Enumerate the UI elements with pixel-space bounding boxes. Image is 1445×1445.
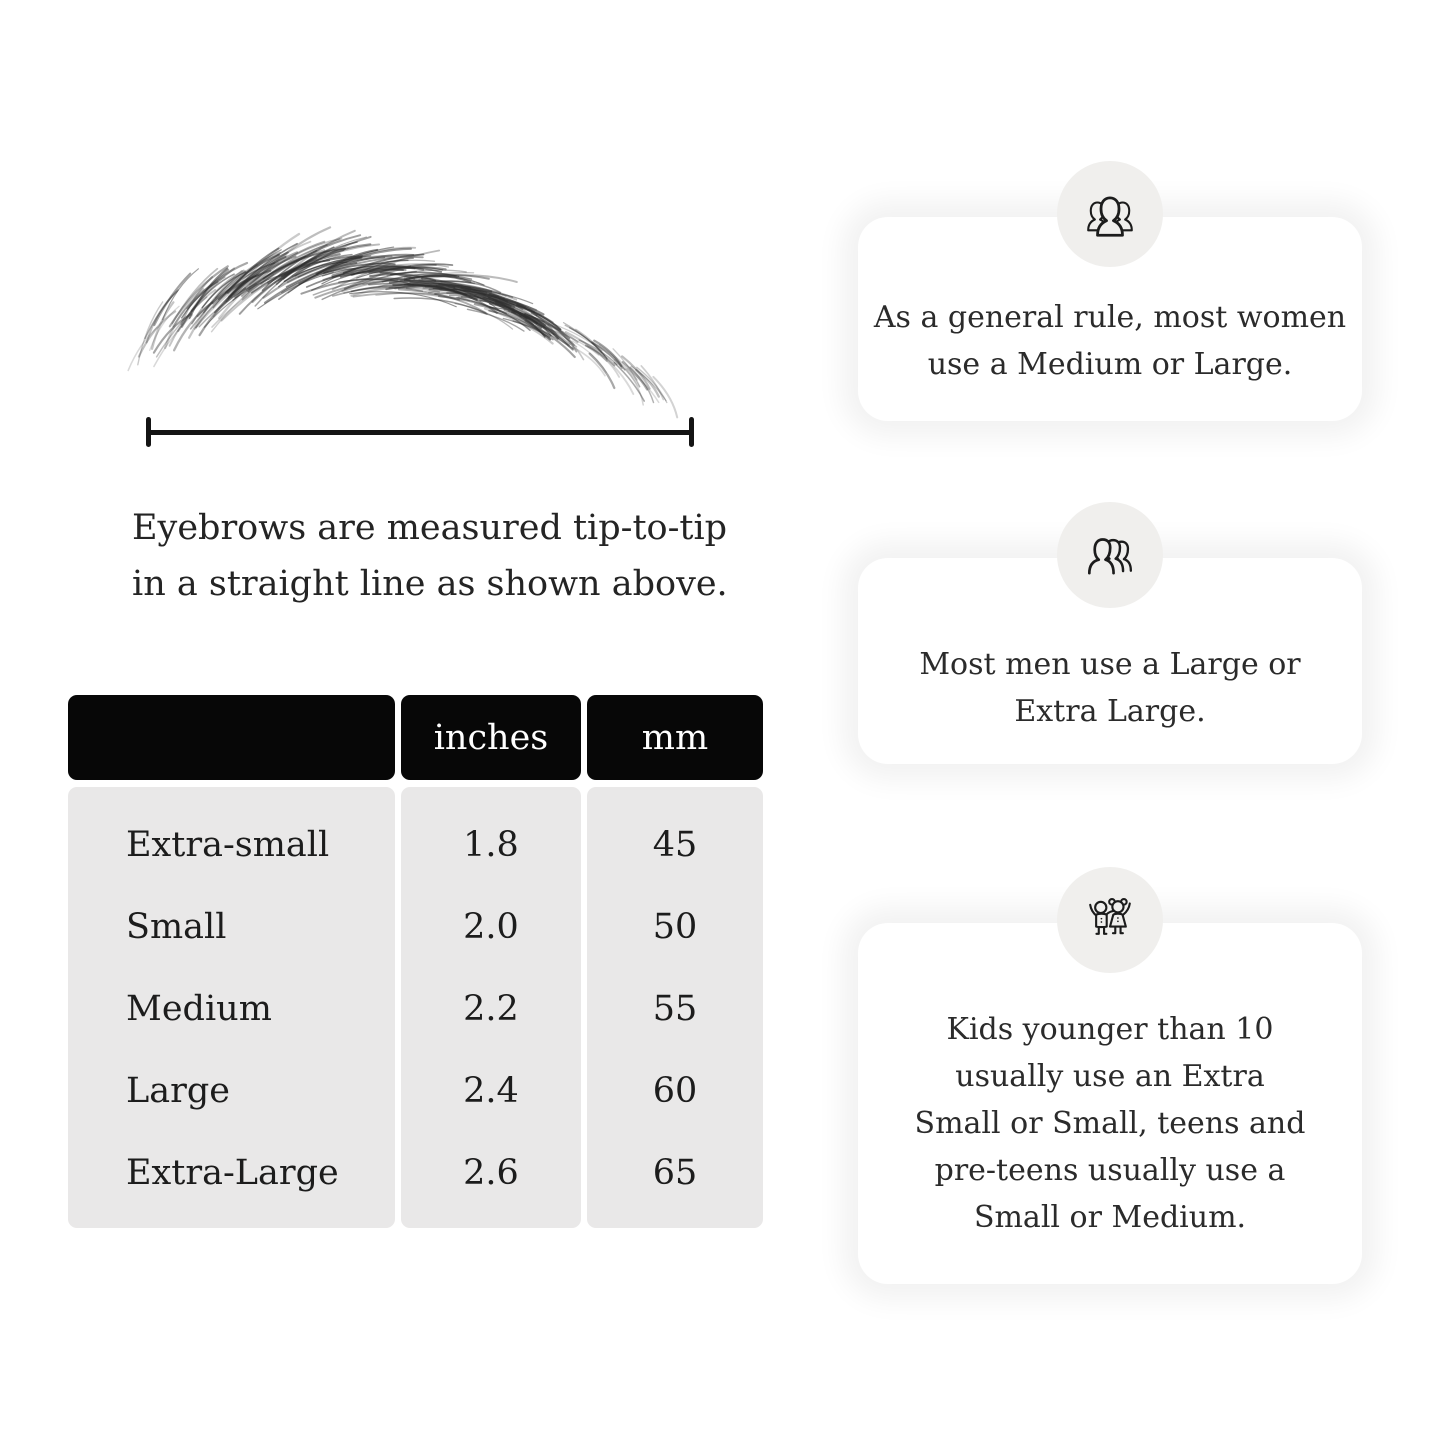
icon-circle [1057, 502, 1163, 608]
table-body-column-mm [587, 787, 763, 1228]
table-header-size [68, 695, 395, 780]
brow-hair-strokes [127, 226, 679, 419]
men-group-icon [1087, 538, 1133, 575]
tip-line: Small or Medium. [973, 1200, 1247, 1235]
size-label: Large [126, 1071, 230, 1111]
tip-card-men: Most men use a Large or Extra Large. [858, 502, 1362, 764]
table-header-inches: inches [401, 695, 581, 780]
mm-value: 45 [652, 825, 698, 865]
caption-line-2: in a straight line as shown above. [132, 564, 728, 604]
mm-value: 60 [652, 1071, 698, 1111]
size-table: inches mm Extra-small 1.8 45 Small 2.0 5… [68, 695, 763, 1228]
inches-value: 2.4 [463, 1071, 519, 1111]
tip-line: As a general rule, most women [873, 300, 1347, 335]
size-label: Extra-small [126, 825, 330, 865]
table-row: Extra-Large 2.6 65 [68, 1141, 763, 1205]
tip-line: Small or Small, teens and [914, 1106, 1306, 1141]
icon-circle [1057, 867, 1163, 973]
size-label: Small [126, 907, 227, 947]
caption-line-1: Eyebrows are measured tip-to-tip [132, 508, 728, 548]
tip-card-text: As a general rule, most women use a Medi… [874, 217, 1346, 421]
tip-card-women: As a general rule, most women use a Medi… [858, 161, 1362, 421]
mm-value: 55 [652, 989, 698, 1029]
table-row: Small 2.0 50 [68, 895, 763, 959]
inches-value: 2.2 [463, 989, 519, 1029]
table-row: Extra-small 1.8 45 [68, 813, 763, 877]
eyebrow-illustration [127, 226, 679, 419]
tip-card-kids: Kids younger than 10 usually use an Extr… [858, 867, 1362, 1284]
mm-value: 50 [652, 907, 698, 947]
table-body-column-size [68, 787, 395, 1228]
tip-line: pre-teens usually use a [934, 1153, 1286, 1188]
tip-line: Extra Large. [1014, 694, 1206, 729]
tip-card-text: Kids younger than 10 usually use an Extr… [915, 923, 1306, 1284]
tip-line: Kids younger than 10 [946, 1012, 1274, 1047]
inches-value: 2.0 [463, 907, 519, 947]
icon-circle [1057, 161, 1163, 267]
kids-icon [1089, 898, 1131, 935]
size-label: Extra-Large [126, 1153, 339, 1193]
measurement-line [146, 417, 694, 447]
tip-line: usually use an Extra [955, 1059, 1265, 1094]
table-body-column-inches [401, 787, 581, 1228]
measurement-caption: Eyebrows are measured tip-to-tip in a st… [132, 500, 728, 612]
table-row: Medium 2.2 55 [68, 977, 763, 1041]
table-row: Large 2.4 60 [68, 1059, 763, 1123]
size-label: Medium [126, 989, 272, 1029]
inches-value: 2.6 [463, 1153, 519, 1193]
measurement-tick-right [689, 417, 694, 447]
table-rows: Extra-small 1.8 45 Small 2.0 50 Medium 2… [68, 787, 763, 1228]
mm-value: 65 [652, 1153, 698, 1193]
table-header-mm: mm [587, 695, 763, 780]
tip-line: use a Medium or Large. [927, 347, 1293, 382]
inches-value: 1.8 [463, 825, 519, 865]
tip-line: Most men use a Large or [919, 647, 1301, 682]
women-group-icon [1087, 196, 1133, 237]
measurement-bar [148, 430, 692, 435]
tip-card-text: Most men use a Large or Extra Large. [919, 558, 1300, 764]
